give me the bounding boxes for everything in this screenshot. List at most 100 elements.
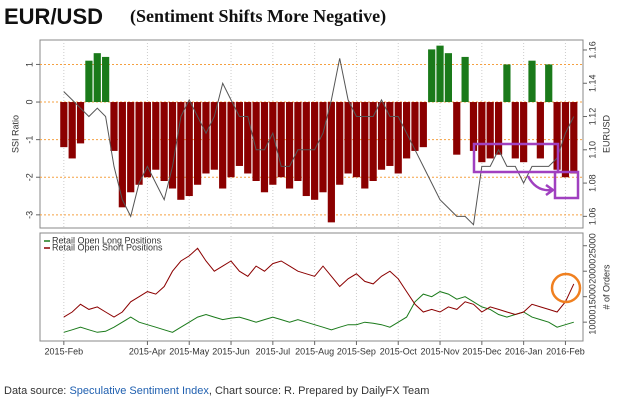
bar xyxy=(93,53,101,103)
bar xyxy=(277,102,285,178)
y2-tick-label: 15000 xyxy=(587,284,597,309)
top-panel-frame xyxy=(39,39,584,229)
bar xyxy=(444,53,452,103)
bar xyxy=(227,102,235,178)
x-tick-label: 2015-May xyxy=(169,346,210,356)
y2-tick-label: 1.08 xyxy=(587,174,597,192)
bar xyxy=(419,102,427,148)
bar xyxy=(528,60,536,103)
arrow-head xyxy=(545,183,556,197)
bar xyxy=(244,102,252,174)
bar xyxy=(511,102,519,159)
y2-tick-label: 25000 xyxy=(587,233,597,258)
x-tick-label: 2015-Dec xyxy=(462,346,502,356)
x-tick-label: 2015-Nov xyxy=(421,346,461,356)
y-tick-label: -2 xyxy=(24,173,34,181)
bar xyxy=(294,102,302,181)
bar xyxy=(469,102,478,151)
bar xyxy=(336,102,344,185)
chart-title: EUR/USD xyxy=(4,4,103,29)
x-tick-label: 2016-Jan xyxy=(505,346,543,356)
bar xyxy=(193,102,202,185)
legend-label: Retail Open Long Positions xyxy=(52,235,162,245)
bar xyxy=(402,102,411,159)
bar xyxy=(486,102,494,159)
bar xyxy=(453,102,461,155)
bar xyxy=(494,102,503,155)
x-tick-label: 2015-Aug xyxy=(295,346,334,356)
x-tick-label: 2015-Jul xyxy=(256,346,291,356)
x-tick-label: 2016-Feb xyxy=(546,346,585,356)
bar xyxy=(386,102,394,166)
bar xyxy=(68,102,76,159)
y2-tick-label: 20000 xyxy=(587,259,597,284)
y2-tick-label: 1.10 xyxy=(587,141,597,159)
highlight-box xyxy=(472,142,560,174)
marks: 2015-Feb 2015-Apr 2015-May 2015-Jun 2015-Jul… xyxy=(10,40,611,356)
bar xyxy=(118,102,126,208)
series-line xyxy=(63,247,575,318)
footer-link[interactable]: Speculative Sentiment Index xyxy=(69,385,209,397)
bar xyxy=(503,64,511,103)
bar xyxy=(411,102,419,151)
bar xyxy=(478,102,486,163)
bar xyxy=(394,102,402,174)
bar xyxy=(536,102,544,159)
highlight-box xyxy=(553,170,580,200)
y2-tick-label: 1.12 xyxy=(587,108,597,126)
bar xyxy=(311,102,319,200)
bar xyxy=(235,102,243,166)
footer: Data source: Speculative Sentiment Index… xyxy=(4,385,429,397)
x-tick-label: 2015-Feb xyxy=(45,346,84,356)
bar xyxy=(110,102,118,151)
y2-tick-label: 1.06 xyxy=(587,208,597,226)
bar xyxy=(168,102,177,189)
footer-suffix: , Chart source: R. Prepared by DailyFX T… xyxy=(209,385,430,397)
bar xyxy=(344,102,352,174)
bar xyxy=(327,102,335,223)
bar xyxy=(202,102,210,174)
bar xyxy=(570,102,578,174)
bar xyxy=(260,102,269,193)
y2-tick-label: 1.16 xyxy=(587,41,597,59)
bar xyxy=(436,45,444,103)
bar xyxy=(369,102,377,181)
x-tick-label: 2015-Oct xyxy=(380,346,418,356)
bar xyxy=(160,102,168,181)
bar xyxy=(269,102,277,185)
y2-tick-label: 1.14 xyxy=(587,74,597,92)
legend-label: Retail Open Short Positions xyxy=(52,242,163,252)
y-axis-label: SSI Ratio xyxy=(10,115,20,153)
bottom-panel-frame xyxy=(39,232,584,342)
bar xyxy=(85,60,93,103)
bar xyxy=(102,56,110,103)
bar xyxy=(553,102,561,170)
y2-axis-label: # of Orders xyxy=(601,264,611,310)
bar xyxy=(185,102,193,197)
bar xyxy=(143,102,152,178)
bar xyxy=(285,102,294,189)
series-line xyxy=(63,58,575,226)
x-tick-label: 2015-Apr xyxy=(129,346,166,356)
bar xyxy=(461,56,469,103)
footer-prefix: Data source: xyxy=(4,385,66,397)
y-tick-label: 1 xyxy=(24,62,34,67)
x-tick-label: 2015-Jun xyxy=(212,346,250,356)
highlight-circle xyxy=(550,272,582,304)
bar xyxy=(210,102,218,170)
bar xyxy=(135,102,143,185)
bar xyxy=(361,102,369,189)
bar xyxy=(561,102,570,178)
bar xyxy=(152,102,160,170)
bar xyxy=(377,102,386,170)
bar xyxy=(428,49,436,103)
x-tick-label: 2015-Sep xyxy=(337,346,376,356)
y-tick-label: 0 xyxy=(24,100,34,105)
y-tick-label: -1 xyxy=(24,136,34,144)
bar xyxy=(252,102,260,181)
arrow xyxy=(526,175,553,192)
bar xyxy=(219,102,227,189)
bar xyxy=(319,102,327,193)
bar xyxy=(520,102,528,163)
